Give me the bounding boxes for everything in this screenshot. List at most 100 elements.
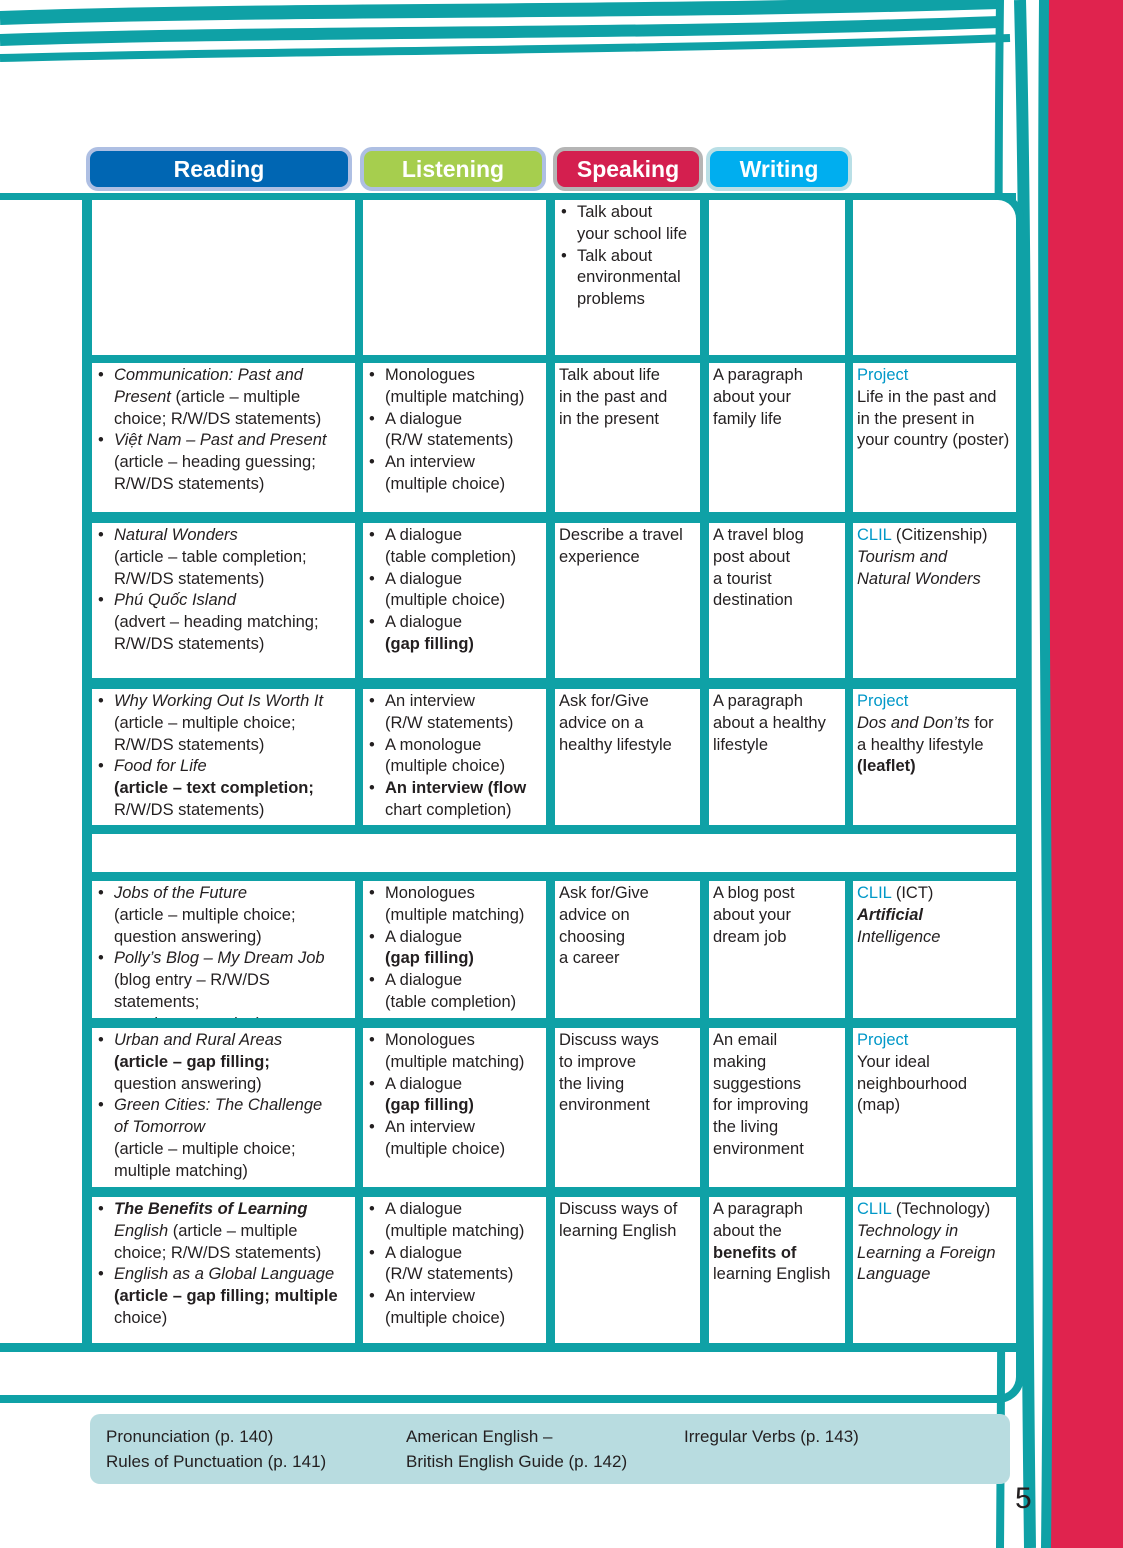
- bullet-item: An interview (multiple choice): [367, 1117, 542, 1161]
- text-segment: Talk about environmental problems: [577, 246, 681, 309]
- cell-project-clil: CLIL (Technology) Technology in Learning…: [853, 1197, 1016, 1343]
- bullet-item: Polly’s Blog – My Dream Job (blog entry …: [96, 948, 351, 1018]
- bullet-item: Jobs of the Future (article – multiple c…: [96, 883, 351, 948]
- text-segment: English: [114, 1221, 169, 1240]
- text-segment: English as a Global Language: [114, 1265, 335, 1284]
- text-segment: A dialogue (multiple matching): [385, 1200, 525, 1240]
- cell-listening: A dialogue (table completion)A dialogue …: [363, 523, 546, 678]
- text-segment: Natural Wonders: [114, 526, 238, 544]
- appendix-links-2: American English – British English Guide…: [406, 1427, 628, 1471]
- text-segment: An interview (multiple choice): [385, 453, 506, 493]
- cell-speaking: Discuss ways to improve the living envir…: [555, 1028, 700, 1187]
- cell-text: Talk about life in the past and in the p…: [559, 365, 696, 430]
- cell-reading: Jobs of the Future (article – multiple c…: [92, 881, 355, 1018]
- cell-text: A blog post about your dream job: [713, 883, 841, 948]
- text-segment: Monologues (multiple matching): [385, 366, 525, 406]
- text-segment: Talk about life in the past and in the p…: [559, 366, 668, 428]
- bullet-item: A dialogue (table completion): [367, 525, 542, 569]
- text-segment: (article – multiple choice; multiple mat…: [114, 1139, 296, 1180]
- bullet-item: An interview (flow chart completion): [367, 778, 542, 822]
- cell-writing: A blog post about your dream job: [709, 881, 845, 1018]
- bullet-item: A dialogue (R/W statements): [367, 409, 542, 453]
- text-segment: A dialogue: [385, 1074, 463, 1093]
- text-segment: Ask for/Give advice on a healthy lifesty…: [559, 692, 672, 754]
- cell-project-clil: CLIL (Citizenship) Tourism and Natural W…: [853, 523, 1016, 678]
- cell-text: Describe a travel experience: [559, 525, 696, 569]
- bullet-item: Monologues (multiple matching): [367, 883, 542, 927]
- cell-reading: Natural Wonders (article – table complet…: [92, 523, 355, 678]
- text-segment: learning English: [713, 1265, 831, 1284]
- cell-reading: Why Working Out Is Worth It (article – m…: [92, 689, 355, 825]
- text-segment: A dialogue: [385, 613, 463, 632]
- text-segment: Artificial: [857, 905, 924, 924]
- text-segment: Jobs of the Future: [114, 884, 247, 902]
- text-segment: Your ideal neighbourhood (map): [857, 1052, 968, 1115]
- text-segment: An interview (flow: [385, 779, 527, 798]
- text-segment: Urban and Rural Areas: [114, 1031, 283, 1049]
- text-segment: (article – gap filling; multiple: [114, 1287, 338, 1306]
- table-row-empty: [92, 834, 1016, 872]
- text-segment: A dialogue (R/W statements): [385, 409, 514, 450]
- cell-listening: Monologues (multiple matching)A dialogue…: [363, 881, 546, 1018]
- appendix-links-3: Irregular Verbs (p. 143): [684, 1427, 859, 1446]
- text-segment: Food for Life: [114, 757, 207, 776]
- tab-writing: Writing: [706, 147, 852, 191]
- bullet-item: A dialogue (gap filling): [367, 612, 542, 656]
- text-segment: The Benefits of Learning: [114, 1200, 308, 1218]
- bullet-item: An interview (multiple choice): [367, 452, 542, 496]
- cell-text: An email making suggestions for improvin…: [713, 1030, 841, 1161]
- bullet-item: A dialogue (multiple choice): [367, 569, 542, 613]
- cell-listening: Monologues (multiple matching)A dialogue…: [363, 363, 546, 512]
- text-segment: (article – gap filling;: [114, 1052, 270, 1071]
- text-segment: (article – multiple choice; R/W/DS state…: [114, 1221, 322, 1262]
- text-segment: Tourism and Natural Wonders: [857, 547, 981, 588]
- text-segment: (article – multiple choice; R/W/DS state…: [114, 387, 322, 428]
- text-segment: (Citizenship): [895, 526, 988, 544]
- cell-text: A paragraph about a healthy lifestyle: [713, 691, 841, 756]
- cell-writing: [709, 200, 845, 355]
- text-segment: (article – multiple choice; R/W/DS state…: [114, 713, 296, 754]
- bullet-item: Talk about your school life: [559, 202, 696, 246]
- cell-text: Project Life in the past and in the pres…: [857, 365, 1012, 452]
- cell-project-clil: CLIL (ICT) Artificial Intelligence: [853, 881, 1016, 1018]
- text-segment: (article – text completion;: [114, 779, 314, 798]
- bullet-item: Natural Wonders (article – table complet…: [96, 525, 351, 590]
- cell-text: Project Dos and Don’ts for a healthy lif…: [857, 691, 1012, 778]
- page-number: 5: [1015, 1482, 1032, 1515]
- bullet-item: A dialogue (multiple matching): [367, 1199, 542, 1243]
- frame-right-border: [990, 193, 1024, 1352]
- bullet-item: A dialogue (gap filling): [367, 1074, 542, 1118]
- cell-speaking: Talk about life in the past and in the p…: [555, 363, 700, 512]
- bullet-item: Monologues (multiple matching): [367, 1030, 542, 1074]
- text-segment: question answering): [114, 1074, 262, 1093]
- cell-text: A paragraph about your family life: [713, 365, 841, 430]
- cell-listening: An interview (R/W statements)A monologue…: [363, 689, 546, 825]
- cell-listening: A dialogue (multiple matching)A dialogue…: [363, 1197, 546, 1343]
- text-segment: chart completion): [385, 800, 512, 819]
- cell-reading: The Benefits of Learning English (articl…: [92, 1197, 355, 1343]
- bullet-item: The Benefits of Learning English (articl…: [96, 1199, 351, 1264]
- bullet-item: Phú Quốc Island (advert – heading matchi…: [96, 590, 351, 655]
- cell-writing: An email making suggestions for improvin…: [709, 1028, 845, 1187]
- text-segment: A dialogue (multiple choice): [385, 569, 506, 610]
- text-segment: (blog entry – R/W/DS statements; questio…: [114, 971, 270, 1018]
- text-segment: benefits of: [713, 1243, 797, 1262]
- text-segment: Life in the past and in the present in y…: [857, 387, 1010, 450]
- cell-writing: A paragraph about your family life: [709, 363, 845, 512]
- text-segment: A dialogue: [385, 927, 463, 946]
- text-segment: (leaflet): [857, 757, 916, 776]
- cell-project-clil: Project Dos and Don’ts for a healthy lif…: [853, 689, 1016, 825]
- text-segment: (article – multiple choice; question ans…: [114, 905, 296, 946]
- text-segment: (ICT): [895, 884, 934, 902]
- section-label: Project: [857, 692, 909, 710]
- text-segment: An interview (multiple choice): [385, 1287, 506, 1327]
- text-segment: Phú Quốc Island: [114, 591, 236, 610]
- text-segment: (Technology): [895, 1200, 991, 1218]
- frame-left-line: [82, 193, 92, 1352]
- text-segment: Why Working Out Is Worth It: [114, 692, 324, 710]
- text-segment: Việt Nam – Past and Present: [114, 431, 327, 450]
- cell-text: CLIL (Technology) Technology in Learning…: [857, 1199, 1012, 1286]
- frame-bottom-line: [0, 1343, 1020, 1352]
- cell-text: Project Your ideal neighbourhood (map): [857, 1030, 1012, 1117]
